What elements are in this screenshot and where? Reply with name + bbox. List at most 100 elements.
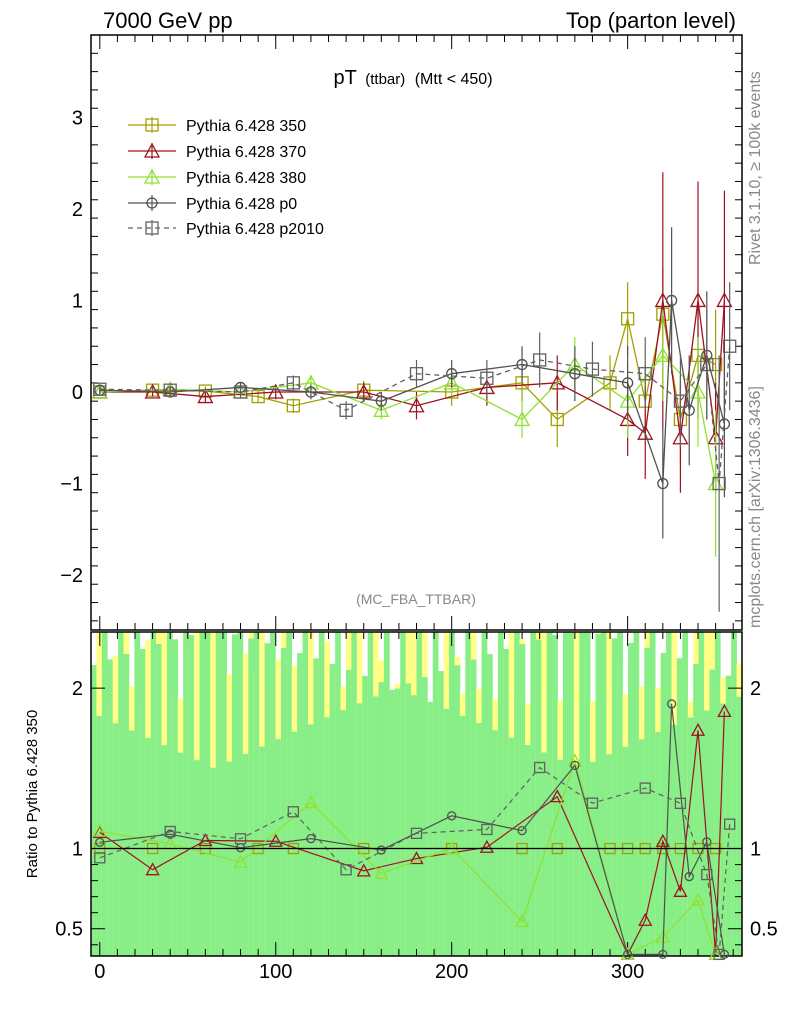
ratio-band-inner [356,703,363,956]
legend-entry: Pythia 6.428 p2010 [128,220,324,238]
data-point [674,797,687,809]
data-point [145,862,160,876]
data-point [513,411,531,427]
ratio-band-inner [671,724,678,956]
ratio-series-4 [94,761,736,961]
data-point [655,833,670,847]
ratio-band-inner [270,632,276,956]
ratio-band-inner [221,632,227,956]
data-point [145,221,159,235]
ratio-band-inner [373,696,379,956]
mcplots-note: mcplots.cern.ch [arXiv:1306.3436] [747,386,764,628]
data-point [143,168,161,184]
data-point [340,864,352,876]
ratio-band-inner [535,639,542,956]
x-tick-label: 100 [259,961,292,983]
ratio-band-inner [199,632,206,956]
x-tick-label: 0 [94,961,105,983]
ratio-band-inner [161,745,168,956]
ratio-band-inner [698,632,705,956]
ratio-band-inner [280,648,287,956]
ratio-band-inner [617,632,623,956]
legend-label: Pythia 6.428 370 [186,144,306,161]
ratio-band-inner [557,759,564,956]
data-point [683,404,695,416]
legend-symbol [128,220,176,236]
ratio-band-inner [329,664,336,956]
ratio-band-inner [318,632,325,956]
ratio-band-inner [411,695,417,956]
ratio-band-inner [150,632,157,956]
ratio-axis-ticks: 0 100 200 300 0.5 0.5 1 1 2 2 [55,632,778,983]
data-point [550,412,564,427]
ratio-band-inner [156,643,162,956]
data-point [339,403,353,417]
data-point [446,368,458,380]
ratio-band-inner [172,639,179,956]
data-point [586,797,599,809]
data-point [666,699,677,709]
ratio-band-inner [720,703,727,956]
ratio-band-inner [546,632,553,956]
ratio-band-inner [188,635,195,956]
analysis-label: (MC_FBA_TTBAR) [356,591,476,607]
legend-symbol [128,142,176,159]
data-point [286,376,300,390]
data-point [163,383,177,397]
series-line [99,300,726,484]
data-point [233,385,248,399]
ratio-band-inner [416,632,423,956]
data-point [92,823,107,837]
data-point [514,914,530,928]
ratio-y-tick-label: 2 [72,678,83,700]
data-point [479,839,494,853]
data-point [447,811,457,821]
ratio-band-inner [600,632,607,956]
ratio-band-inner [286,632,293,956]
ratio-band-inner [335,632,341,956]
ratio-band-inner [644,647,651,956]
data-point [306,834,316,844]
ratio-band-inner [454,665,461,956]
data-point [550,789,565,803]
ratio-band-inner [438,671,444,956]
data-point [233,854,248,868]
data-point [480,371,494,385]
ratio-band-inner [584,632,591,956]
data-point [197,388,214,404]
ratio-band-inner [731,632,737,956]
ratio-band-inner [259,746,265,956]
data-point [145,118,159,132]
data-point [638,912,653,926]
ratio-band-inner [519,644,526,956]
ratio-band-inner [481,632,488,956]
data-point [620,312,635,326]
ratio-band-inner [362,675,368,956]
ratio-band-inner [351,632,358,956]
ratio-band-inner [210,767,217,956]
ratio-band-inner [676,658,683,956]
ratio-y-tick-label: 1 [750,839,761,861]
y-tick-label: 1 [72,290,83,312]
ratio-band-inner [693,663,699,956]
y-tick-label: −1 [60,474,83,496]
ratio-band-inner [340,710,347,956]
plot-title: pT (ttbar) (Mtt < 450) [333,67,492,89]
ratio-line [99,711,726,956]
data-point [713,948,725,961]
ratio-band-inner [118,632,124,956]
ratio-band-inner [253,632,260,956]
data-point [637,424,654,440]
ratio-bands [91,632,743,956]
ratio-band-inner [687,717,694,956]
ratio-band-inner [611,638,618,956]
ratio-band-inner [443,708,450,956]
data-point [621,377,634,389]
ratio-band-inner [492,730,499,956]
ratio-band-inner [736,696,743,956]
legend-entry: Pythia 6.428 370 [128,142,306,161]
data-point [658,949,668,960]
data-point [570,760,580,771]
ratio-band-inner [606,754,613,956]
ratio-y-label: Ratio to Pythia 6.428 350 [24,710,41,878]
